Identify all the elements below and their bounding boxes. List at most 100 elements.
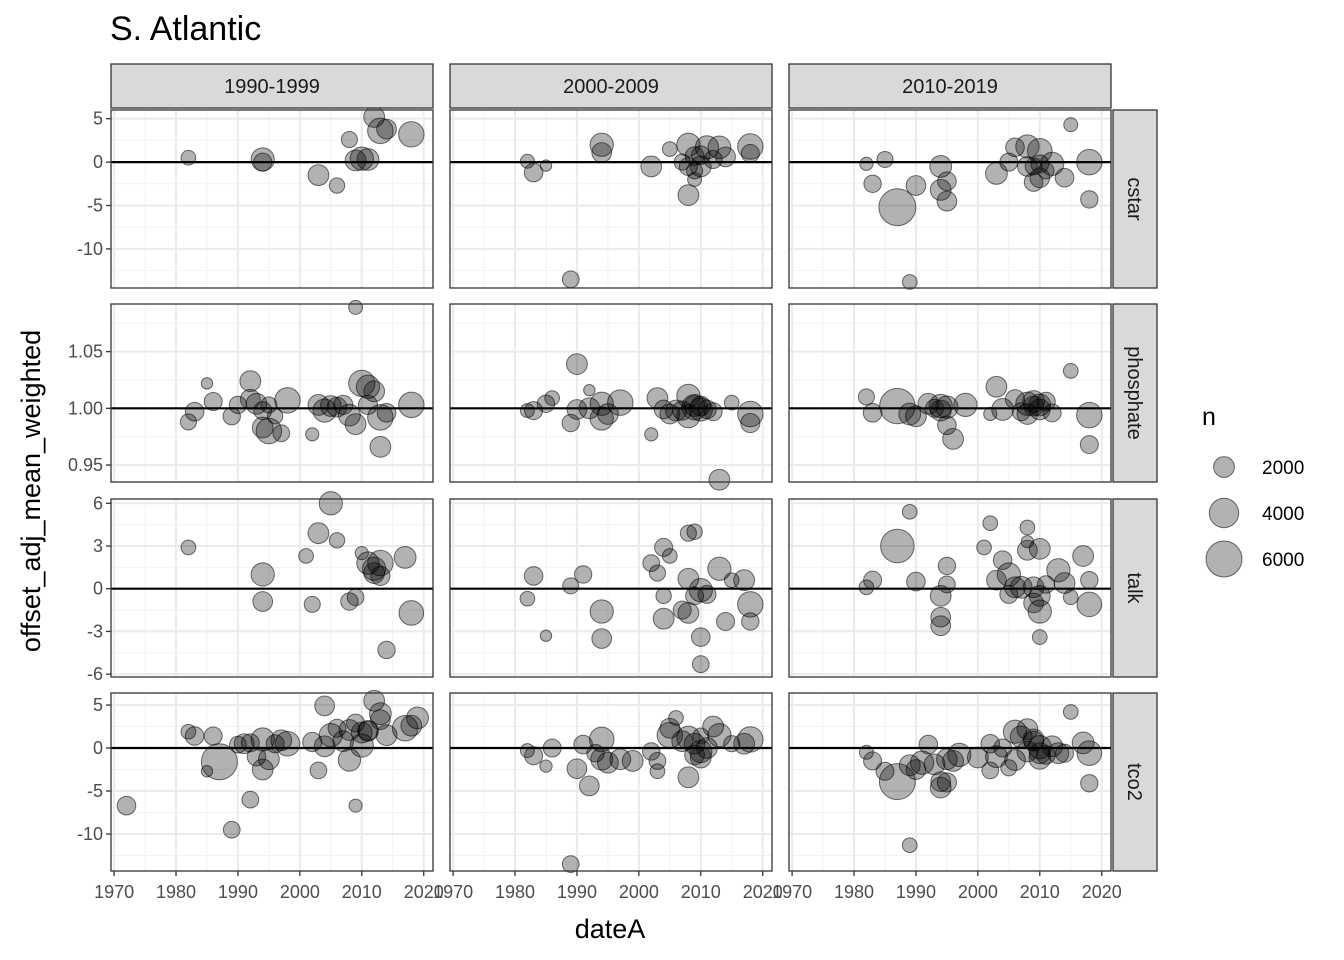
x-tick-label: 2010: [342, 882, 382, 902]
x-tick-label: 1980: [495, 882, 535, 902]
panel-border: [110, 498, 434, 678]
data-point: [1080, 570, 1099, 590]
data-point: [348, 299, 364, 315]
data-point: [716, 611, 736, 631]
panel-background: [111, 304, 433, 482]
data-point: [1062, 363, 1079, 379]
data-point: [524, 401, 544, 421]
data-point: [880, 528, 915, 564]
facet-panel-phosphate-0: [110, 299, 434, 483]
x-tick-label: 1990: [218, 882, 258, 902]
panel-border: [788, 109, 1112, 289]
data-point: [566, 758, 588, 780]
data-point: [544, 390, 561, 406]
data-point: [184, 401, 205, 422]
data-point: [642, 554, 661, 572]
data-point: [184, 726, 205, 746]
data-point: [707, 723, 732, 748]
panel-background: [450, 110, 772, 288]
data-point: [539, 759, 553, 773]
row-strip-label: tco2: [1123, 763, 1145, 801]
data-point: [918, 734, 939, 755]
data-point: [685, 586, 705, 606]
panel-background: [450, 304, 772, 482]
legend-size-circle: [1205, 540, 1243, 578]
row-strip-phosphate: phosphate: [1112, 303, 1158, 483]
data-point: [938, 575, 956, 594]
facet-panel-talk-2: [788, 498, 1112, 678]
data-point: [655, 587, 672, 605]
column-strip-box: [449, 63, 773, 109]
data-point: [661, 548, 678, 564]
x-tick-label: 1970: [433, 882, 473, 902]
y-tick-label: -10: [77, 824, 103, 844]
data-point: [270, 729, 293, 752]
data-point: [1004, 576, 1026, 599]
data-point: [561, 270, 580, 289]
panel-border: [449, 109, 773, 289]
x-tick-label: 2020: [404, 882, 444, 902]
column-strips: 1990-1999 2000-2009 2010-2019: [110, 63, 1112, 109]
data-point: [566, 353, 588, 375]
data-point: [272, 424, 291, 443]
data-point: [740, 412, 761, 434]
data-point: [591, 142, 613, 163]
panel-border: [449, 303, 773, 483]
data-point: [878, 188, 917, 227]
y-tick-label: 0: [93, 579, 103, 599]
y-tick-label: -3: [87, 621, 103, 641]
data-point: [1030, 154, 1050, 174]
legend-label: 6000: [1262, 550, 1304, 571]
data-point: [348, 798, 363, 813]
data-point: [200, 765, 214, 778]
data-point: [222, 820, 241, 839]
facet-panel-talk-1: [449, 498, 773, 678]
legend-key-background: [1202, 446, 1244, 488]
row-strip-label: talk: [1123, 572, 1145, 604]
data-point: [363, 689, 386, 712]
data-point: [999, 152, 1019, 172]
data-point: [1076, 591, 1103, 618]
data-point: [707, 135, 732, 160]
size-legend: n 2000 4000 6000: [1202, 403, 1304, 580]
data-point: [1055, 743, 1075, 763]
data-point: [621, 750, 644, 772]
data-point: [591, 628, 613, 649]
facet-panel-cstar-0: [110, 106, 434, 289]
legend-title: n: [1202, 403, 1216, 431]
data-point: [981, 761, 1000, 780]
data-point: [519, 153, 535, 169]
data-point: [985, 375, 1008, 398]
data-point: [251, 416, 274, 439]
data-point: [328, 532, 346, 549]
data-point: [741, 612, 760, 631]
column-strip-box: [110, 63, 434, 109]
data-point: [203, 392, 223, 412]
data-point: [590, 747, 614, 771]
data-point: [252, 591, 274, 612]
legend-key-background: [1202, 538, 1244, 580]
panel-background: [789, 110, 1111, 288]
data-point: [1047, 742, 1070, 765]
data-point: [1005, 137, 1025, 158]
y-tick-label: -6: [87, 664, 103, 684]
data-point: [561, 855, 580, 873]
panel-border: [110, 303, 434, 483]
data-point: [303, 595, 321, 613]
facet-panel-tco2-2: [788, 692, 1112, 872]
legend-label: 2000: [1262, 458, 1304, 479]
data-point: [562, 577, 580, 595]
data-point: [258, 748, 280, 771]
chart-title: S. Atlantic: [110, 10, 261, 48]
data-point: [583, 383, 596, 397]
data-point: [241, 790, 260, 809]
facet-panel-talk-0: [110, 491, 434, 678]
data-point: [200, 743, 238, 781]
data-point: [607, 389, 634, 416]
y-tick-label: 5: [93, 695, 103, 715]
data-point: [996, 562, 1021, 587]
data-point: [376, 403, 397, 423]
data-point: [863, 751, 883, 771]
panel-border: [110, 109, 434, 289]
